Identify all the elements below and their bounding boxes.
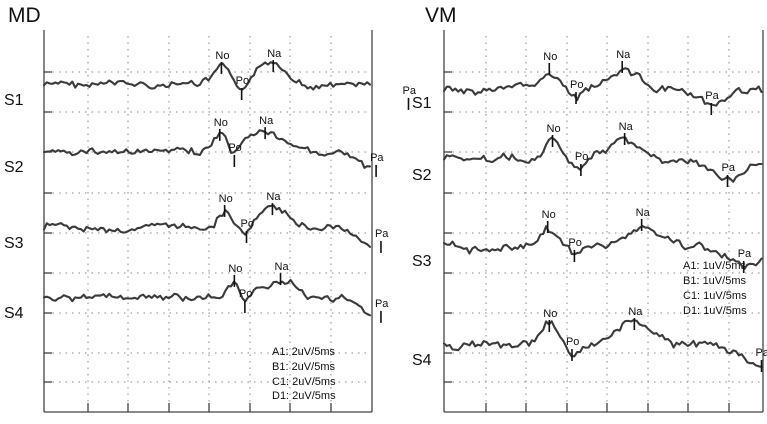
trace-s3: S3 No Po Na Pa C1: 2uV/5ms	[4, 191, 389, 388]
peak-label-pa: Pa	[756, 347, 767, 359]
peak-label-na: Na	[628, 306, 643, 318]
peak-label-no: No	[219, 193, 233, 205]
peak-label-no: No	[543, 308, 557, 320]
waveform-line	[42, 129, 372, 169]
waveform-line	[42, 204, 372, 248]
scale-label: D1: 2uV/5ms	[272, 390, 336, 402]
peak-label-no: No	[542, 209, 556, 221]
scale-label: A1: 2uV/5ms	[272, 346, 335, 358]
peak-label-na: Na	[266, 191, 281, 203]
peak-label-na: Na	[275, 261, 290, 273]
peak-label-no: No	[214, 117, 228, 129]
peak-label-po: Po	[241, 218, 254, 230]
panel-md: MD S1 No Po Na Pa A1: 2uV/5ms S2 No Po Na Pa B1: 2uV…	[4, 4, 417, 413]
trace-s3: S3 No Po Na Pa C1: 1uV/5ms	[412, 207, 763, 302]
scale-label: A1: 1uV/5ms	[683, 260, 746, 272]
peak-label-no: No	[228, 263, 242, 275]
scale-label: B1: 2uV/5ms	[272, 361, 335, 373]
waveform-line	[442, 225, 763, 270]
peak-label-pa: Pa	[375, 298, 389, 310]
scale-label: B1: 1uV/5ms	[683, 275, 746, 287]
trace-s1: S1 No Po Na Pa A1: 2uV/5ms	[4, 48, 417, 358]
series-label: S2	[4, 159, 24, 176]
waveform-line	[442, 67, 763, 107]
waveform-line	[42, 278, 372, 317]
peak-label-po: Po	[566, 336, 579, 348]
peak-label-po: Po	[228, 142, 241, 154]
peak-label-na: Na	[267, 48, 282, 60]
peak-label-no: No	[215, 50, 229, 62]
peak-label-po: Po	[575, 151, 588, 163]
peak-label-pa: Pa	[705, 90, 719, 102]
peak-label-na: Na	[619, 121, 634, 133]
trace-s2: S2 No Po Na Pa B1: 2uV/5ms	[4, 115, 384, 373]
peak-label-na: Na	[616, 49, 631, 61]
series-label: S4	[412, 352, 432, 369]
series-label: S1	[4, 92, 24, 109]
panel-title: VM	[425, 4, 457, 27]
scale-label: C1: 2uV/5ms	[272, 376, 336, 388]
peak-label-pa: Pa	[370, 152, 384, 164]
series-label: S2	[412, 167, 432, 184]
peak-label-no: No	[547, 123, 561, 135]
waveform-line	[442, 318, 763, 368]
trace-s2: S2 No Po Na Pa B1: 1uV/5ms	[412, 121, 763, 287]
waveform-line	[42, 61, 372, 91]
peak-label-pa: Pa	[738, 248, 752, 260]
peak-label-pa: Pa	[375, 228, 389, 240]
peak-label-pa: Pa	[403, 85, 417, 97]
scale-label: D1: 1uV/5ms	[683, 305, 747, 317]
series-label: S3	[412, 253, 432, 270]
waveform-line	[442, 136, 763, 183]
peak-label-po: Po	[239, 288, 252, 300]
peak-label-po: Po	[568, 237, 581, 249]
series-label: S1	[412, 95, 432, 112]
panel-title: MD	[8, 4, 41, 27]
peak-label-po: Po	[570, 79, 583, 91]
peak-label-pa: Pa	[722, 162, 736, 174]
trace-s4: S4 No Po Na Pa D1: 2uV/5ms	[4, 261, 389, 402]
peak-label-na: Na	[636, 207, 651, 219]
series-label: S3	[4, 235, 24, 252]
peak-label-no: No	[543, 51, 557, 63]
peak-label-po: Po	[236, 75, 249, 87]
trace-s4: S4 No Po Na Pa D1: 1uV/5ms	[412, 305, 767, 372]
series-label: S4	[4, 305, 24, 322]
peak-label-na: Na	[259, 115, 274, 127]
scale-label: C1: 1uV/5ms	[683, 290, 747, 302]
